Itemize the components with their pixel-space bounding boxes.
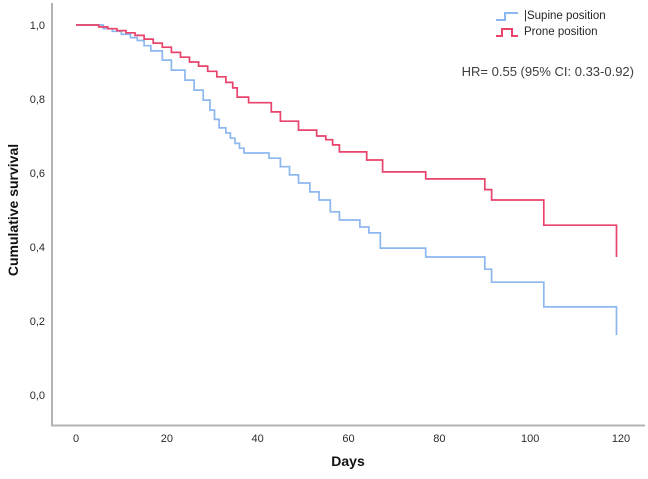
- y-tick-label: 1,0: [30, 20, 45, 32]
- y-tick-label: 0,6: [30, 168, 45, 180]
- legend-item-prone: Prone position: [494, 24, 606, 40]
- y-tick-label: 0,8: [30, 94, 45, 106]
- supine-position-curve: [76, 24, 618, 336]
- prone-step-line-icon: [496, 28, 518, 37]
- y-axis-title: Cumulative survival: [5, 143, 21, 277]
- prone-position-curve: [76, 24, 618, 257]
- legend: |Supine position Prone position: [494, 8, 606, 40]
- x-tick-label: 20: [161, 433, 173, 445]
- y-tick-label: 0,4: [30, 242, 45, 254]
- hr-annotation: HR= 0.55 (95% CI: 0.33-0.92): [461, 64, 634, 79]
- y-tick-label: 0,2: [30, 316, 45, 328]
- x-tick-label: 40: [252, 433, 264, 445]
- x-tick-label: 120: [612, 433, 630, 445]
- x-tick-label: 0: [73, 433, 79, 445]
- x-axis-title: Days: [331, 453, 365, 469]
- supine-step-line-icon: [496, 12, 518, 21]
- x-tick-label: 60: [342, 433, 354, 445]
- x-tick-label: 100: [521, 433, 539, 445]
- legend-item-supine: |Supine position: [494, 8, 606, 24]
- legend-label-supine: |Supine position: [524, 10, 606, 22]
- legend-label-prone: Prone position: [524, 26, 598, 38]
- x-tick-label: 80: [433, 433, 445, 445]
- y-tick-label: 0,0: [30, 390, 45, 402]
